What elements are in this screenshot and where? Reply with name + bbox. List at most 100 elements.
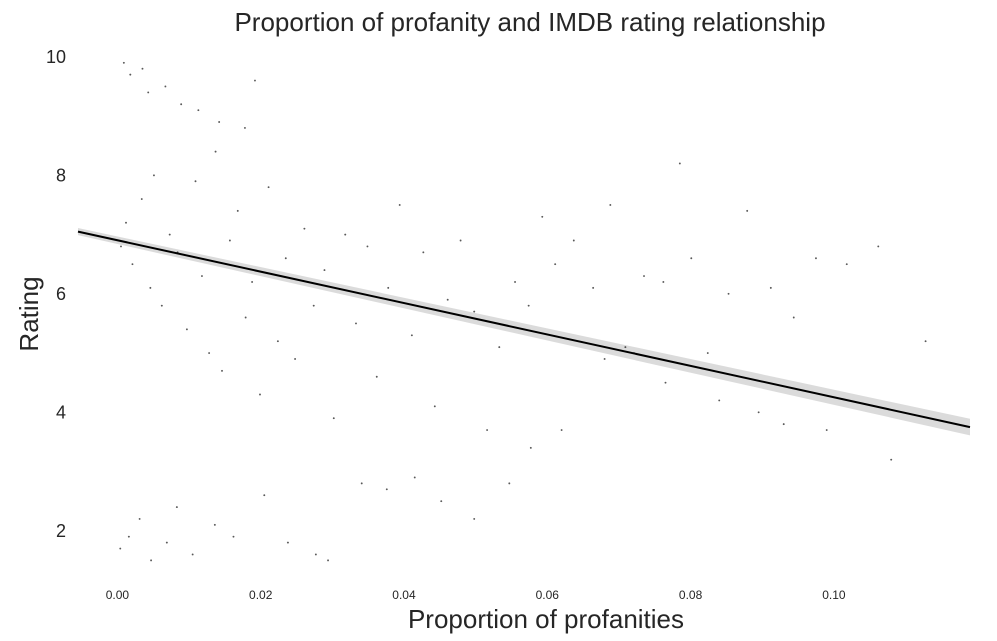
scatter-point [398,203,401,206]
regression-line-path [77,230,971,429]
x-tick-label: 0.06 [536,588,560,602]
scatter-point [890,458,893,461]
scatter-point [690,257,693,260]
regression-line [77,230,971,429]
scatter-point [294,358,297,360]
y-tick-label: 8 [56,165,66,185]
scatter-point [312,304,315,307]
y-tick-label: 2 [56,521,66,541]
plot-area [77,61,971,562]
scatter-point [664,381,667,384]
scatter-point [141,67,144,70]
scatter-point [152,174,155,177]
scatter-point [459,239,462,242]
y-tick-label: 10 [46,47,66,67]
scatter-point [276,340,279,343]
scatter-point [303,227,306,230]
scatter-point [129,73,132,76]
scatter-point [185,328,188,331]
scatter-point [191,553,194,556]
y-tick-label: 4 [56,402,66,422]
scatter-point [508,482,511,485]
scatter-point [127,535,130,538]
scatter-point [213,523,216,526]
scatter-point [267,186,270,189]
scatter-point [232,535,235,538]
scatter-point [387,286,390,289]
scatter-point [164,85,167,88]
scatter-point [446,298,449,301]
axes: 2 4 6 8 10 0.00 0.02 0.04 0.06 0.08 0.10 [46,47,846,602]
scatter-point [572,239,575,242]
scatter-point [221,369,223,372]
scatter-point [592,286,595,289]
scatter-point [243,126,246,129]
scatter-point [200,275,203,277]
scatter-point [410,334,413,337]
x-tick-label: 0.08 [679,588,703,602]
scatter-point [125,221,127,224]
x-tick-label: 0.04 [392,588,416,602]
scatter-point [782,423,785,426]
scatter-point [825,429,828,432]
scatter-point [473,517,476,520]
scatter-point [344,233,347,236]
scatter-point [236,209,239,212]
x-axis-label: Proportion of profanities [408,604,684,634]
y-tick-label: 6 [56,284,66,304]
scatter-point [218,121,221,123]
scatter-point [284,257,287,260]
scatter-point [122,61,125,64]
scatter-point [746,209,749,212]
scatter-point [924,340,927,343]
scatter-point [168,233,171,236]
scatter-point [815,257,817,260]
scatter-point [498,346,501,349]
chart-title: Proportion of profanity and IMDB rating … [234,7,825,37]
scatter-point [643,275,645,277]
scatter-point [440,500,443,503]
scatter-point [263,494,266,497]
scatter-point [147,91,150,94]
scatter-point [259,393,261,396]
scatter-point [706,352,709,354]
scatter-point [560,429,563,432]
scatter-point [529,446,532,449]
x-tick-label: 0.10 [822,588,846,602]
scatter-point [286,541,289,544]
scatter-point [140,198,143,200]
scatter-point [678,162,681,165]
scatter-point [131,263,134,266]
scatter-point [541,215,544,218]
scatter-point [718,399,721,402]
scatter-point [514,281,516,283]
scatter-point [769,286,772,289]
scatter-point [845,263,848,266]
scatter-point [228,239,231,242]
scatter-point [120,245,122,248]
scatter-point [314,553,317,556]
scatter-point [375,375,378,378]
scatter-point [473,310,476,313]
scatter-point [327,559,329,562]
scatter-point [180,103,183,106]
y-axis-label: Rating [14,276,44,351]
scatter-point [323,269,326,272]
scatter-point [251,281,254,283]
scatter-point [197,109,200,112]
scatter-point [609,203,612,206]
scatter-point [624,346,627,349]
scatter-point [433,405,436,408]
scatter-point [486,429,489,432]
scatter-point [355,322,357,325]
scatter-point [332,417,335,420]
scatter-point [208,352,211,354]
scatter-point [214,150,217,153]
scatter-point [194,180,197,183]
scatter-point [603,358,606,360]
scatter-point [877,245,880,248]
scatter-point [366,245,369,248]
scatter-point [662,281,665,283]
